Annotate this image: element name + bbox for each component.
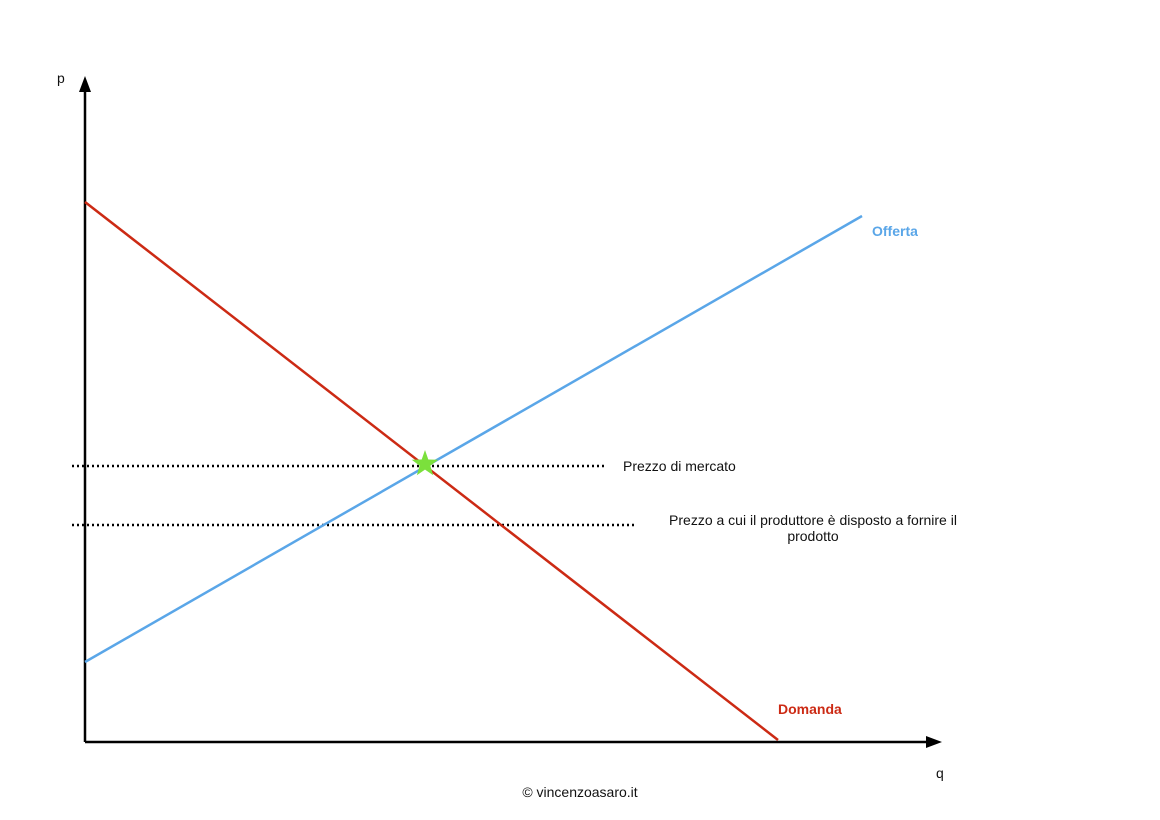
market-price-label: Prezzo di mercato: [623, 458, 736, 474]
x-axis-arrow: [926, 736, 942, 748]
equilibrium-star: [411, 450, 439, 476]
supply-curve: [84, 214, 863, 664]
demand-label: Domanda: [778, 701, 842, 717]
x-axis-label: q: [936, 765, 944, 781]
footer: © vincenzoasaro.it: [522, 784, 638, 800]
y-axis-label: p: [57, 70, 65, 86]
y-axis-arrow: [79, 76, 91, 92]
supply-label: Offerta: [872, 223, 918, 239]
producer-price-label: Prezzo a cui il produttore è disposto a …: [669, 512, 957, 544]
